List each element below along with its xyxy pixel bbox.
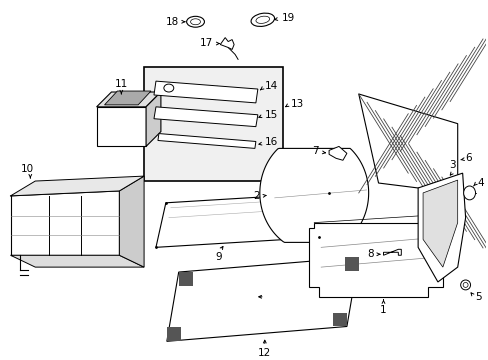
- Text: 17: 17: [200, 37, 213, 48]
- Text: 2: 2: [253, 191, 259, 201]
- Text: 5: 5: [474, 292, 481, 302]
- Ellipse shape: [250, 13, 274, 26]
- Polygon shape: [156, 193, 328, 247]
- Text: 15: 15: [264, 110, 278, 120]
- Polygon shape: [166, 328, 181, 341]
- Polygon shape: [11, 255, 144, 267]
- Polygon shape: [383, 249, 401, 255]
- Polygon shape: [309, 213, 442, 297]
- Ellipse shape: [462, 283, 467, 287]
- Text: 18: 18: [165, 17, 178, 27]
- Text: 9: 9: [215, 252, 221, 262]
- Bar: [144, 67, 282, 181]
- Polygon shape: [220, 37, 234, 49]
- Polygon shape: [146, 92, 161, 147]
- Polygon shape: [328, 147, 346, 160]
- Polygon shape: [358, 94, 457, 193]
- Text: 8: 8: [366, 249, 373, 259]
- Polygon shape: [119, 176, 144, 267]
- Text: 3: 3: [448, 160, 455, 170]
- Text: 11: 11: [115, 79, 128, 89]
- Polygon shape: [178, 272, 192, 286]
- Ellipse shape: [460, 280, 469, 290]
- Ellipse shape: [186, 16, 204, 27]
- Text: 19: 19: [281, 13, 294, 23]
- Ellipse shape: [463, 186, 474, 200]
- Text: 16: 16: [264, 138, 278, 148]
- Polygon shape: [166, 257, 358, 341]
- Text: 12: 12: [258, 348, 271, 358]
- Polygon shape: [154, 81, 257, 103]
- Polygon shape: [259, 148, 368, 242]
- Text: 14: 14: [264, 81, 278, 91]
- Text: 1: 1: [379, 305, 386, 315]
- Polygon shape: [11, 176, 144, 196]
- Polygon shape: [97, 92, 161, 107]
- Text: 6: 6: [465, 153, 471, 163]
- Ellipse shape: [190, 19, 200, 25]
- Polygon shape: [344, 257, 358, 271]
- Text: 7: 7: [312, 147, 319, 156]
- Polygon shape: [158, 134, 255, 148]
- Polygon shape: [97, 107, 146, 147]
- Text: 13: 13: [290, 99, 303, 109]
- Text: 4: 4: [476, 178, 483, 188]
- Text: 10: 10: [20, 164, 34, 174]
- Polygon shape: [104, 91, 151, 105]
- Polygon shape: [417, 173, 465, 282]
- Polygon shape: [154, 107, 257, 127]
- Polygon shape: [422, 180, 457, 267]
- Polygon shape: [332, 312, 346, 327]
- Ellipse shape: [163, 84, 173, 92]
- Ellipse shape: [255, 16, 269, 23]
